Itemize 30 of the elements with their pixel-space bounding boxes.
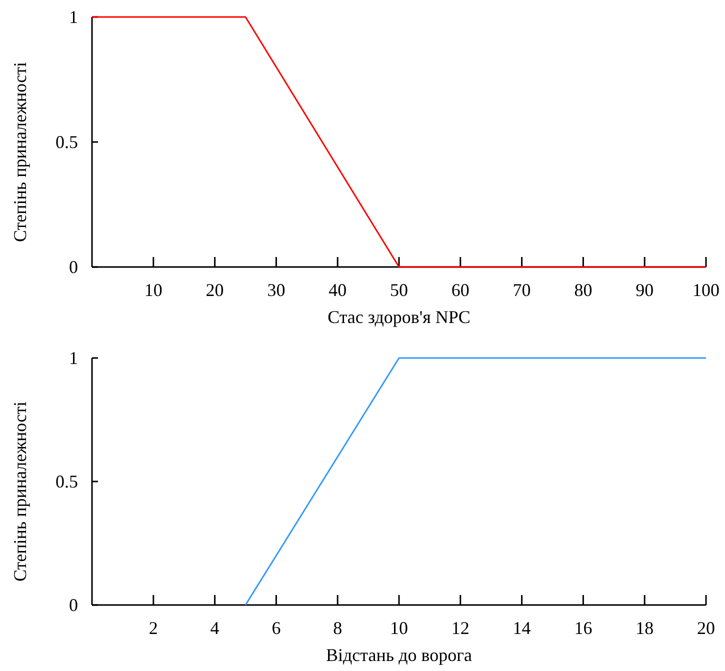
x-tick-label: 100: [692, 280, 720, 300]
x-tick-label: 90: [636, 280, 654, 300]
y-tick-label: 0: [69, 256, 78, 277]
x-axis-title: Відстань до ворога: [326, 645, 472, 665]
x-tick-label: 50: [390, 280, 408, 300]
x-axis-title: Стас здоров'я NPC: [328, 307, 470, 327]
x-tick-label: 4: [210, 618, 220, 638]
x-tick-label: 2: [148, 618, 158, 638]
x-tick-label: 70: [512, 280, 531, 300]
y-tick-label: 1: [69, 348, 78, 368]
x-tick-label: 10: [390, 618, 408, 638]
x-tick-label: 6: [272, 618, 281, 638]
x-tick-label: 14: [512, 618, 531, 638]
x-tick-label: 12: [451, 618, 470, 638]
y-axis-title: Степінь приналежності: [10, 402, 30, 582]
x-tick-label: 40: [328, 280, 347, 300]
x-tick-label: 18: [636, 618, 654, 638]
x-tick-label: 10: [144, 280, 162, 300]
x-tick-label: 80: [574, 280, 592, 300]
y-tick-label: 1: [69, 6, 78, 27]
x-tick-label: 60: [451, 280, 470, 300]
x-tick-label: 16: [574, 618, 592, 638]
y-axis-title: Степінь приналежності: [10, 62, 30, 242]
x-tick-label: 20: [206, 280, 224, 300]
x-tick-label: 20: [697, 618, 715, 638]
y-tick-label: 0: [69, 594, 78, 615]
x-tick-label: 30: [267, 280, 286, 300]
y-tick-label: 0.5: [56, 471, 78, 492]
x-tick-label: 8: [333, 618, 342, 638]
y-tick-label: 0.5: [56, 132, 78, 152]
